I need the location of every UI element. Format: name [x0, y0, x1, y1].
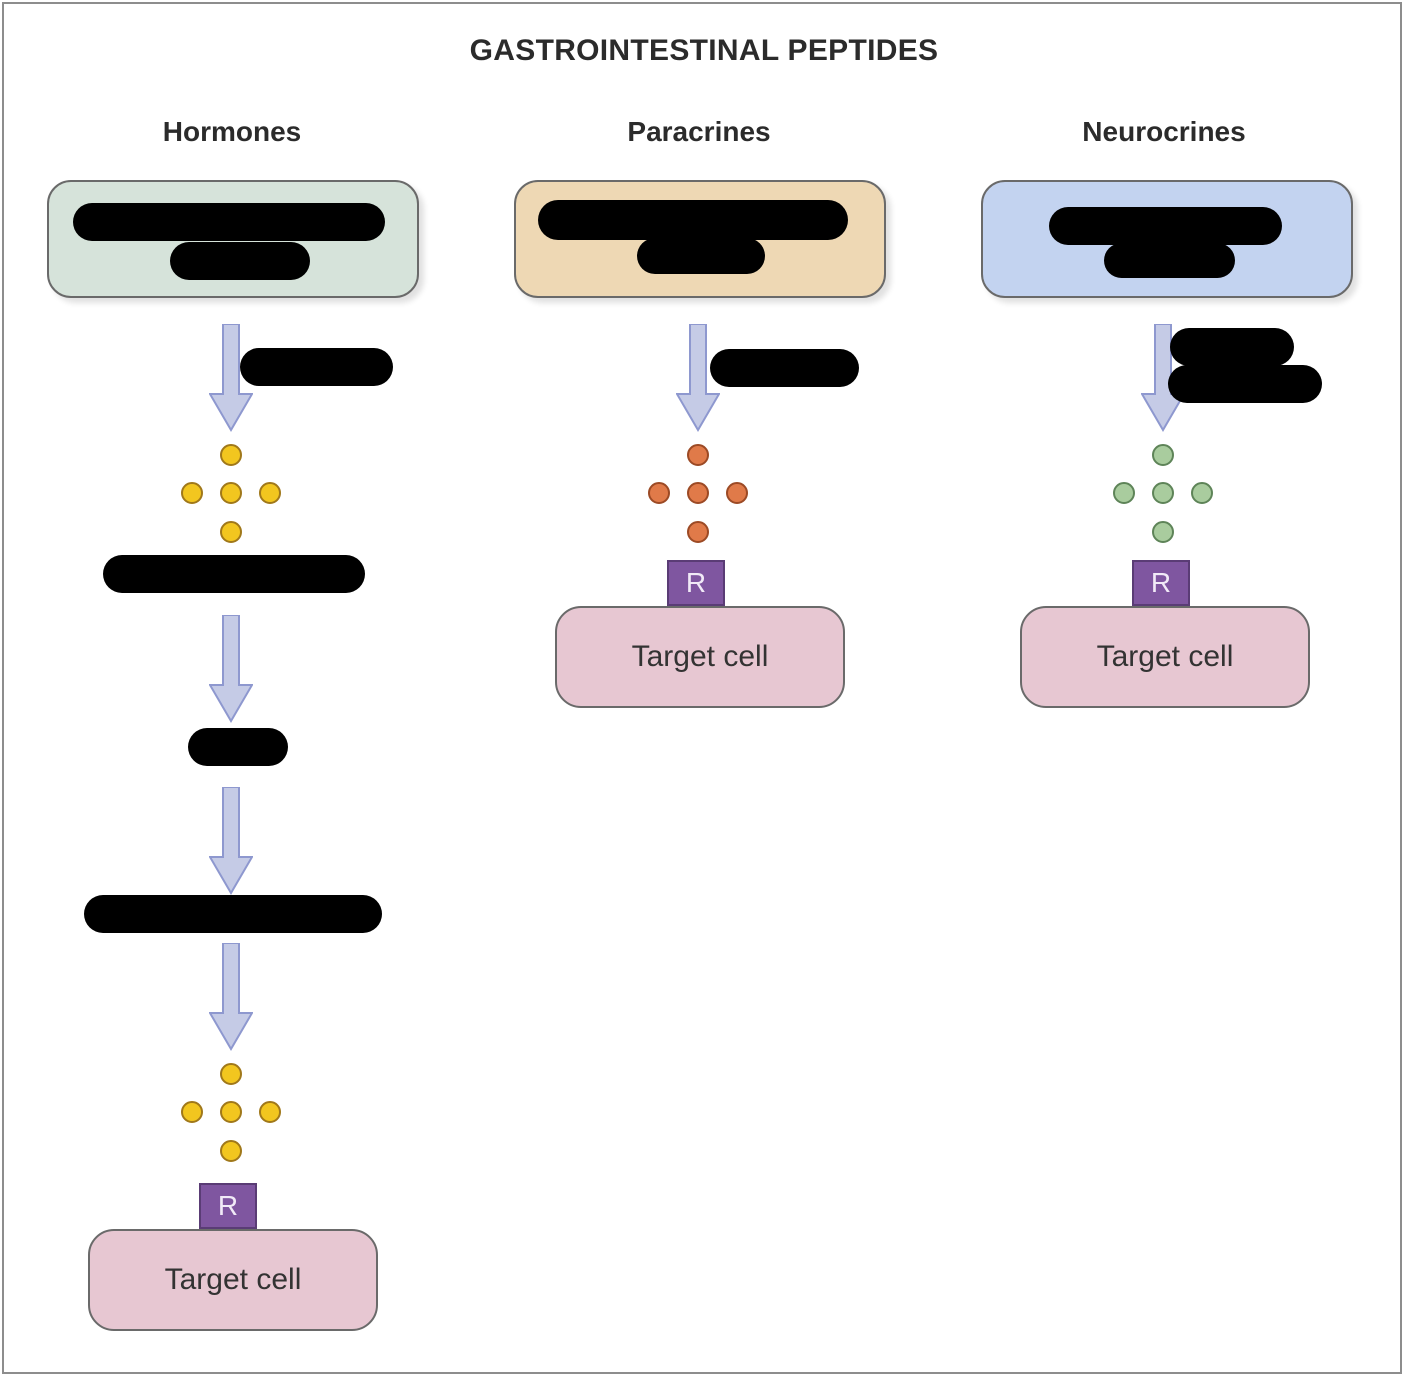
hormone-molecule: [220, 482, 242, 504]
hormone-molecule: [220, 1063, 242, 1085]
paracrine-molecule: [648, 482, 670, 504]
paracrine-molecule: [687, 482, 709, 504]
hormone-molecule: [259, 482, 281, 504]
paracrine-molecule: [687, 521, 709, 543]
column-heading-neurocrines: Neurocrines: [1082, 116, 1246, 147]
diagram-title: GASTROINTESTINAL PEPTIDES: [469, 34, 939, 67]
paracrine-target-cell: Target cell: [555, 606, 845, 708]
down-arrow-icon: [209, 615, 253, 725]
hormone-molecule: [181, 482, 203, 504]
redacted-label: [1168, 365, 1322, 403]
down-arrow-icon: [209, 787, 253, 897]
redacted-label: [84, 895, 382, 933]
neurocrine-molecule: [1152, 521, 1174, 543]
redacted-label: [538, 200, 848, 240]
receptor: R: [667, 560, 725, 606]
down-arrow-icon: [1141, 324, 1185, 434]
neurocrine-molecule: [1152, 444, 1174, 466]
column-heading-paracrines: Paracrines: [627, 116, 771, 147]
down-arrow-icon: [209, 324, 253, 434]
redacted-label: [1170, 328, 1294, 366]
hormone-molecule: [220, 521, 242, 543]
down-arrow-icon: [209, 943, 253, 1053]
hormone-molecule: [220, 1101, 242, 1123]
hormone-target-cell: Target cell: [88, 1229, 378, 1331]
redacted-label: [73, 203, 385, 241]
neurocrine-molecule: [1152, 482, 1174, 504]
redacted-label: [103, 555, 365, 593]
column-heading-hormones: Hormones: [162, 116, 302, 147]
neurocrine-target-cell: Target cell: [1020, 606, 1310, 708]
paracrine-molecule: [687, 444, 709, 466]
hormone-molecule: [181, 1101, 203, 1123]
paracrine-molecule: [726, 482, 748, 504]
redacted-label: [188, 728, 288, 766]
redacted-label: [240, 348, 393, 386]
redacted-label: [710, 349, 859, 387]
receptor: R: [1132, 560, 1190, 606]
redacted-label: [170, 242, 310, 280]
neurocrine-molecule: [1191, 482, 1213, 504]
hormone-molecule: [220, 444, 242, 466]
hormone-molecule: [259, 1101, 281, 1123]
redacted-label: [1104, 243, 1235, 278]
redacted-label: [637, 238, 765, 274]
hormone-molecule: [220, 1140, 242, 1162]
receptor: R: [199, 1183, 257, 1229]
redacted-label: [1049, 207, 1282, 245]
neurocrine-molecule: [1113, 482, 1135, 504]
down-arrow-icon: [676, 324, 720, 434]
